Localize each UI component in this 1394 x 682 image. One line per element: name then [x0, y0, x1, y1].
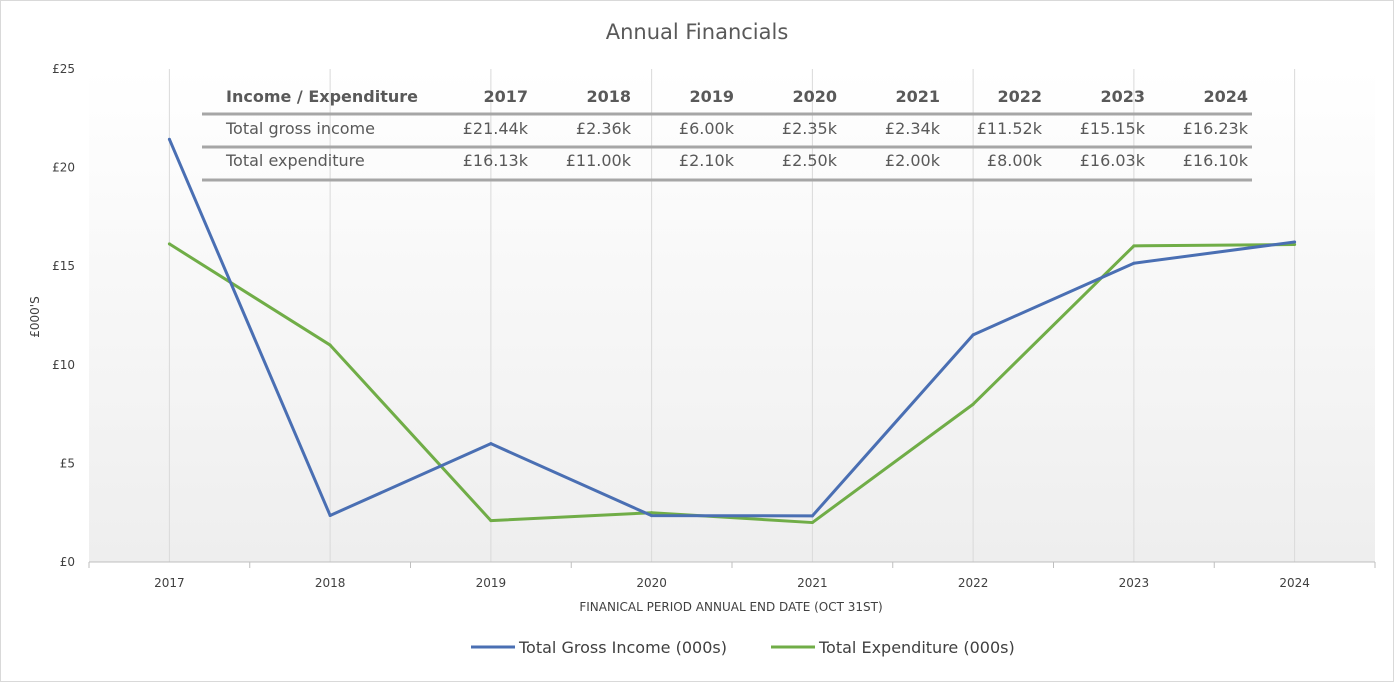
x-tick-label: 2017 [154, 576, 185, 590]
table-cell: £2.36k [576, 119, 632, 138]
legend-item-income-label: Total Gross Income (000s) [518, 638, 727, 657]
expenditure-point-2019 [489, 519, 493, 523]
x-axis-ticks: 2017 2018 2019 2020 2021 2022 2023 2024 [154, 576, 1310, 590]
x-tick-label: 2024 [1279, 576, 1310, 590]
table-cell: £2.00k [885, 151, 941, 170]
y-tick-label: £10 [52, 358, 75, 372]
x-tick-label: 2019 [476, 576, 507, 590]
y-tick-label: £20 [52, 161, 75, 175]
table-row-label: Total expenditure [225, 151, 365, 170]
income-point-2020 [650, 514, 654, 518]
table-cell: £2.50k [782, 151, 838, 170]
x-axis [88, 561, 1376, 568]
income-point-2023 [1132, 261, 1136, 265]
table-cell: £8.00k [987, 151, 1043, 170]
table-cell: £15.15k [1080, 119, 1146, 138]
table-cell: £16.03k [1080, 151, 1146, 170]
y-tick-label: £0 [60, 555, 75, 569]
table-cell: £16.23k [1183, 119, 1249, 138]
legend: Total Gross Income (000s) Total Expenditu… [471, 638, 1015, 657]
income-point-2021 [810, 514, 814, 518]
x-tick-label: 2021 [797, 576, 828, 590]
expenditure-point-2024 [1293, 243, 1297, 247]
x-axis-label: FINANICAL PERIOD ANNUAL END DATE (OCT 31… [579, 600, 882, 614]
series-line-total-expenditure [168, 242, 1295, 525]
x-tick-label: 2018 [315, 576, 346, 590]
x-tick-label: 2020 [636, 576, 667, 590]
table-row-label: Total gross income [225, 119, 375, 138]
table-header-year: 2018 [586, 87, 631, 106]
chart-title: Annual Financials [606, 20, 789, 44]
table-cell: £16.10k [1183, 151, 1249, 170]
table-cell: £21.44k [463, 119, 529, 138]
x-tick-label: 2023 [1119, 576, 1150, 590]
y-axis-label: £000'S [28, 296, 42, 337]
y-tick-label: £15 [52, 259, 75, 273]
table-cell: £11.52k [977, 119, 1043, 138]
plot-area [89, 69, 1375, 562]
y-tick-label: £25 [52, 62, 75, 76]
series-line-total-gross-income [167, 138, 1295, 518]
y-tick-label: £5 [60, 456, 75, 470]
income-point-2018 [328, 513, 332, 517]
table-header-label: Income / Expenditure [226, 87, 418, 106]
expenditure-point-2018 [328, 343, 332, 347]
y-axis-ticks: £0 £5 £10 £15 £20 £25 [52, 62, 75, 569]
expenditure-point-2020 [650, 511, 654, 515]
expenditure-point-2022 [971, 402, 975, 406]
table-cell: £2.35k [782, 119, 838, 138]
x-tick-label: 2022 [958, 576, 989, 590]
table-header-year: 2021 [895, 87, 940, 106]
table-header-year: 2024 [1203, 87, 1248, 106]
series-lines [167, 137, 1297, 525]
legend-item-expenditure-label: Total Expenditure (000s) [818, 638, 1015, 657]
income-point-2024 [1293, 240, 1297, 244]
table-header-year: 2017 [483, 87, 528, 106]
expenditure-point-2017 [167, 242, 171, 246]
table-header-year: 2019 [689, 87, 734, 106]
table-cell: £11.00k [566, 151, 632, 170]
grid-lines [168, 69, 1296, 562]
data-table: Income / Expenditure 2017 2018 2019 2020 2021… [202, 87, 1252, 182]
expenditure-point-2021 [810, 521, 814, 525]
table-header-year: 2022 [997, 87, 1042, 106]
table-cell: £16.13k [463, 151, 529, 170]
table-header-year: 2023 [1100, 87, 1145, 106]
table-cell: £2.10k [679, 151, 735, 170]
income-point-2019 [489, 442, 493, 446]
income-point-2022 [971, 333, 975, 337]
table-cell: £6.00k [679, 119, 735, 138]
table-header-year: 2020 [792, 87, 837, 106]
expenditure-point-2023 [1132, 244, 1136, 248]
income-point-2017 [167, 137, 171, 141]
table-cell: £2.34k [885, 119, 941, 138]
